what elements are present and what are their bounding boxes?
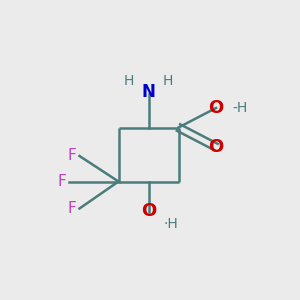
Text: O: O [208,99,224,117]
Text: N: N [142,82,155,100]
Text: H: H [124,74,134,88]
Text: H: H [162,74,172,88]
Text: F: F [68,201,76,216]
Text: -H: -H [232,101,248,115]
Text: F: F [68,148,76,164]
Text: O: O [141,202,156,220]
Text: ·H: ·H [164,217,178,230]
Text: F: F [57,174,66,189]
Text: O: O [208,138,224,156]
